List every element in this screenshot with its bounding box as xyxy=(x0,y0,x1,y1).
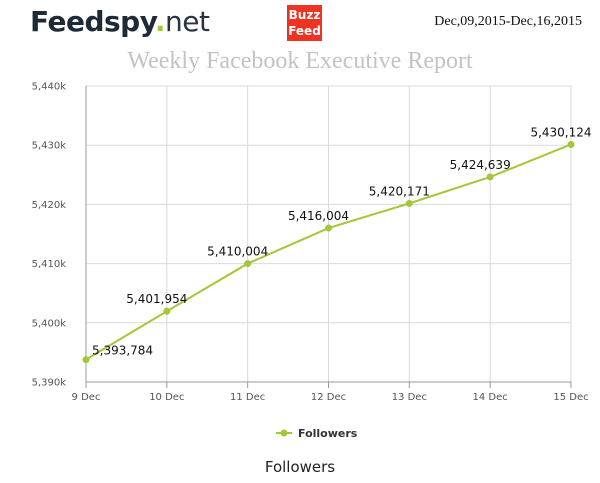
data-point xyxy=(567,140,575,148)
buzzfeed-logo-line2: Feed xyxy=(288,24,321,38)
x-tick-label: 15 Dec xyxy=(553,392,588,403)
chart-caption: Followers xyxy=(264,458,336,476)
x-tick-label: 13 Dec xyxy=(392,392,427,403)
y-tick-label: 5,430k xyxy=(32,141,67,152)
y-tick-label: 5,440k xyxy=(32,82,67,93)
y-tick-label: 5,420k xyxy=(32,200,67,211)
x-tick-label: 12 Dec xyxy=(311,392,346,403)
data-label: 5,401,954 xyxy=(126,292,187,306)
y-tick-label: 5,400k xyxy=(32,318,67,329)
report-header: Feedspy.net Buzz Feed Dec,09,2015-Dec,16… xyxy=(0,0,600,48)
data-point xyxy=(325,224,332,232)
legend-label: Followers xyxy=(298,427,358,440)
y-tick-label: 5,390k xyxy=(32,378,67,389)
x-tick-label: 9 Dec xyxy=(72,392,101,403)
data-point xyxy=(405,199,413,207)
data-label: 5,430,124 xyxy=(530,125,591,139)
legend-marker xyxy=(280,429,288,437)
x-tick-label: 11 Dec xyxy=(230,392,265,403)
data-label: 5,410,004 xyxy=(207,245,268,259)
buzzfeed-logo-line1: Buzz xyxy=(288,8,321,22)
data-label: 5,420,171 xyxy=(369,184,430,198)
feedspy-logo: Feedspy.net xyxy=(30,5,210,38)
x-tick-label: 14 Dec xyxy=(473,392,508,403)
data-label: 5,393,784 xyxy=(92,344,153,358)
data-point xyxy=(244,260,252,268)
data-point xyxy=(163,307,171,315)
x-tick-label: 10 Dec xyxy=(149,392,184,403)
buzzfeed-logo: Buzz Feed xyxy=(287,5,322,41)
data-point xyxy=(486,173,494,181)
data-point xyxy=(82,356,90,364)
data-label: 5,416,004 xyxy=(288,209,349,223)
date-range: Dec,09,2015-Dec,16,2015 xyxy=(434,14,582,29)
report-title: Weekly Facebook Executive Report xyxy=(127,48,473,74)
data-label: 5,424,639 xyxy=(450,158,511,172)
y-tick-label: 5,410k xyxy=(32,259,67,270)
